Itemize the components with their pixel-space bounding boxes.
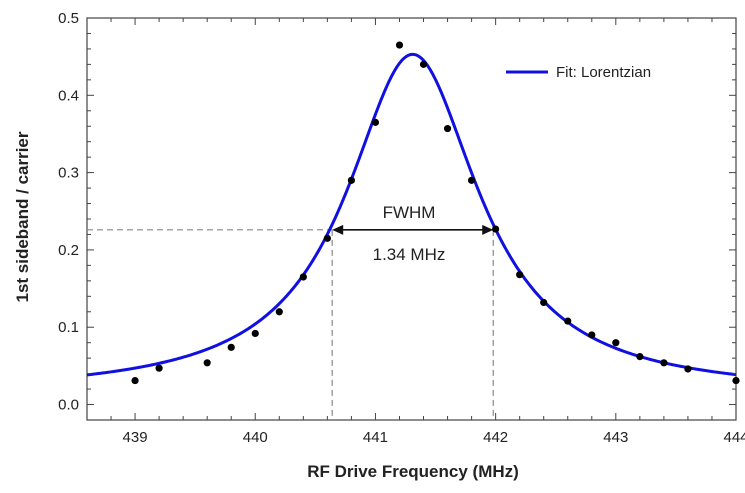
data-point	[443, 124, 452, 133]
legend: Fit: Lorentzian	[506, 64, 651, 81]
data-point	[227, 343, 235, 351]
x-tick-label: 441	[363, 429, 388, 446]
data-point	[516, 271, 524, 279]
data-point	[540, 298, 548, 307]
data-point	[612, 339, 620, 347]
y-tick-label: 0.5	[58, 10, 79, 27]
x-tick-label: 439	[123, 429, 148, 446]
data-point	[732, 376, 740, 385]
data-point	[251, 329, 259, 338]
data-point	[636, 353, 644, 361]
data-point	[684, 365, 692, 373]
x-tick-label: 443	[603, 429, 628, 446]
data-point	[299, 273, 307, 281]
plot-area	[86, 17, 740, 421]
data-point	[203, 359, 211, 367]
x-tick-label: 442	[483, 429, 508, 446]
x-tick-label: 444	[723, 429, 745, 446]
y-tick-label: 0.2	[58, 242, 79, 259]
data-point	[660, 359, 668, 367]
y-tick-label: 0.0	[58, 397, 79, 414]
legend-label: Fit: Lorentzian	[556, 64, 651, 81]
data-point	[588, 331, 596, 339]
data-point	[131, 376, 139, 385]
fwhm-value: 1.34 MHz	[373, 245, 446, 264]
fwhm-label: FWHM	[383, 203, 436, 222]
data-point	[395, 41, 404, 49]
data-point	[564, 317, 572, 325]
fwhm-arrow-head-right	[482, 224, 494, 235]
fwhm-arrow-head-left	[332, 224, 344, 235]
y-tick-label: 0.1	[58, 319, 79, 336]
data-point	[155, 364, 163, 372]
x-tick-label: 440	[243, 429, 268, 446]
axis-ticks: 439 440 441 442 443 444 0.0 0.1 0.2 0.3 0.4 0.5	[58, 10, 745, 446]
data-point	[467, 176, 476, 184]
y-tick-label: 0.3	[58, 165, 79, 182]
data-point	[347, 176, 356, 184]
data-point	[419, 60, 428, 68]
data-point	[275, 308, 283, 316]
data-point	[371, 118, 380, 126]
data-point	[323, 234, 331, 242]
data-point	[492, 225, 500, 233]
lorentzian-fit-line	[86, 52, 737, 377]
y-axis-title: 1st sideband / carrier	[13, 131, 32, 302]
y-tick-label: 0.4	[58, 87, 79, 104]
x-axis-title: RF Drive Frequency (MHz)	[307, 462, 519, 481]
